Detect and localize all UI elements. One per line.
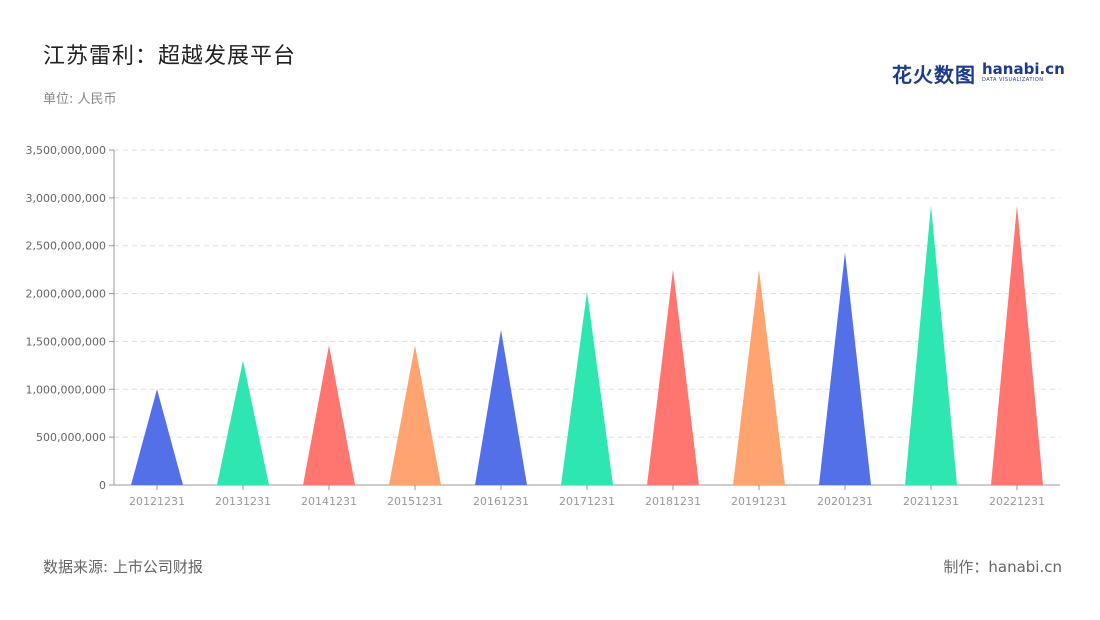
logo-en-text: hanabi.cn bbox=[982, 60, 1065, 78]
bar-20171231 bbox=[561, 291, 613, 485]
chart-title: 江苏雷利：超越发展平台 bbox=[43, 44, 297, 69]
x-tick-label: 20191231 bbox=[731, 495, 787, 508]
x-tick-label: 20121231 bbox=[129, 495, 185, 508]
bar-20121231 bbox=[131, 389, 183, 485]
x-tick-label: 20171231 bbox=[559, 495, 615, 508]
bar-20151231 bbox=[389, 345, 441, 485]
bar-20201231 bbox=[819, 252, 871, 485]
x-tick-label: 20181231 bbox=[645, 495, 701, 508]
x-tick-label: 20221231 bbox=[989, 495, 1045, 508]
y-tick-label: 3,500,000,000 bbox=[26, 144, 106, 157]
y-tick-label: 3,000,000,000 bbox=[26, 192, 106, 205]
x-tick-label: 20211231 bbox=[903, 495, 959, 508]
bar-20161231 bbox=[475, 329, 527, 485]
y-tick-label: 500,000,000 bbox=[36, 431, 106, 444]
unit-label: 单位: 人民币 bbox=[43, 92, 117, 107]
x-tick-label: 20151231 bbox=[387, 495, 443, 508]
x-tick-label: 20141231 bbox=[301, 495, 357, 508]
x-tick-label: 20131231 bbox=[215, 495, 271, 508]
bar-20211231 bbox=[905, 205, 957, 485]
logo-en-sub-text: DATA VISUALIZATION bbox=[982, 77, 1044, 83]
bar-20131231 bbox=[217, 360, 269, 485]
brand-logo: 花火数图 hanabi.cn DATA VISUALIZATION bbox=[892, 58, 1065, 88]
y-tick-label: 2,000,000,000 bbox=[26, 288, 106, 301]
x-tick-label: 20161231 bbox=[473, 495, 529, 508]
made-by: 制作：hanabi.cn bbox=[943, 558, 1062, 576]
y-tick-label: 1,500,000,000 bbox=[26, 335, 106, 348]
x-tick-label: 20201231 bbox=[817, 495, 873, 508]
logo-cn-text: 花火数图 bbox=[892, 62, 976, 87]
bar-20221231 bbox=[991, 205, 1043, 485]
logo-en-block: hanabi.cn DATA VISUALIZATION bbox=[982, 62, 1065, 84]
y-tick-label: 2,500,000,000 bbox=[26, 240, 106, 253]
y-tick-label: 1,000,000,000 bbox=[26, 383, 106, 396]
y-tick-label: 0 bbox=[99, 479, 106, 492]
bar-20191231 bbox=[733, 269, 785, 485]
bar-20181231 bbox=[647, 269, 699, 485]
bar-20141231 bbox=[303, 345, 355, 485]
data-source: 数据来源: 上市公司财报 bbox=[43, 558, 203, 576]
